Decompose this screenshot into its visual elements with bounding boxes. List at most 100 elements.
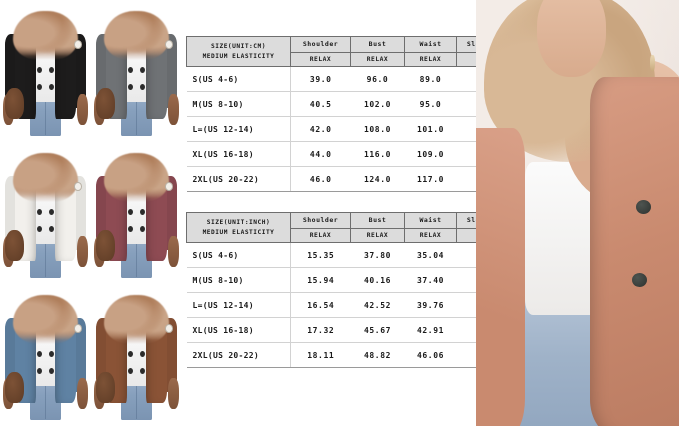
measurement-cell-bust: 116.0 <box>350 141 405 167</box>
model-figure <box>91 0 182 142</box>
thumb-handbag <box>5 230 24 262</box>
size-label-cell: 2XL(US 20-22) <box>186 166 291 192</box>
gray-blazer-thumbnail <box>91 0 182 142</box>
measurement-cell-waist: 95.0 <box>404 91 457 117</box>
thumb-blazer-button <box>128 350 134 357</box>
measurement-cell-waist: 46.06 <box>404 342 457 368</box>
measurement-cell-bust: 45.67 <box>350 317 405 343</box>
measurement-cell-shoulder: 15.94 <box>290 267 351 293</box>
fit-label-shoulder: RELAX <box>290 52 351 67</box>
size-unit-header-line2: MEDIUM ELASTICITY <box>202 52 275 60</box>
thumb-model-hair <box>12 295 79 344</box>
size-label-cell: M(US 8-10) <box>186 91 291 117</box>
thumb-watch <box>73 39 82 49</box>
thumb-watch <box>73 323 82 333</box>
thumb-blazer-button <box>128 66 134 73</box>
fit-label-bust: RELAX <box>350 52 405 67</box>
maroon-blazer-thumbnail <box>91 142 182 284</box>
thumb-hand-right <box>77 235 89 267</box>
measurement-cell-waist: 101.0 <box>404 116 457 142</box>
size-label-cell: L=(US 12-14) <box>186 292 291 318</box>
thumb-hand-right <box>77 93 89 125</box>
model-figure <box>0 284 91 426</box>
thumb-watch <box>73 181 82 191</box>
thumb-hand-right <box>168 235 180 267</box>
measurement-cell-shoulder: 17.32 <box>290 317 351 343</box>
thumb-blazer-button <box>139 350 145 357</box>
size-label-cell: S(US 4-6) <box>186 242 291 268</box>
size-label-cell: XL(US 16-18) <box>186 317 291 343</box>
thumb-handbag <box>5 372 24 404</box>
thumb-handbag <box>96 88 115 120</box>
fit-label-bust: RELAX <box>350 228 405 243</box>
measurement-cell-bust: 102.0 <box>350 91 405 117</box>
measurement-cell-bust: 124.0 <box>350 166 405 192</box>
thumb-hand-right <box>77 377 89 409</box>
black-blazer-thumbnail <box>0 0 91 142</box>
blue-blazer-thumbnail <box>0 284 91 426</box>
fit-label-waist: RELAX <box>404 228 457 243</box>
thumb-model-hair <box>103 295 170 344</box>
column-header-waist: Waist <box>404 36 457 53</box>
size-unit-header-line1: SIZE(UNIT:INCH) <box>206 219 271 227</box>
thumb-model-hair <box>12 11 79 60</box>
measurement-cell-shoulder: 16.54 <box>290 292 351 318</box>
size-label-cell: L=(US 12-14) <box>186 116 291 142</box>
thumb-sleeve-right <box>163 34 178 108</box>
column-header-bust: Bust <box>350 212 405 229</box>
thumb-blazer-button <box>48 367 54 374</box>
color-thumbnail-grid <box>0 0 182 426</box>
thumb-sleeve-right <box>163 176 178 250</box>
column-header-shoulder: Shoulder <box>290 36 351 53</box>
measurement-cell-shoulder: 46.0 <box>290 166 351 192</box>
size-label-cell: 2XL(US 20-22) <box>186 342 291 368</box>
measurement-cell-waist: 117.0 <box>404 166 457 192</box>
thumb-sleeve-right <box>163 318 178 392</box>
thumb-blazer-button <box>37 83 43 90</box>
model-figure <box>91 284 182 426</box>
fit-label-shoulder: RELAX <box>290 228 351 243</box>
thumb-blazer-button <box>37 208 43 215</box>
thumb-hand-right <box>168 93 180 125</box>
thumb-blazer-button <box>37 66 43 73</box>
measurement-cell-bust: 108.0 <box>350 116 405 142</box>
thumb-handbag <box>96 230 115 262</box>
model-figure <box>91 142 182 284</box>
thumb-handbag <box>5 88 24 120</box>
thumb-blazer-button <box>37 350 43 357</box>
brown-blazer-thumbnail <box>91 284 182 426</box>
thumb-blazer-button <box>37 367 43 374</box>
measurement-cell-waist: 109.0 <box>404 141 457 167</box>
thumb-model-hair <box>12 153 79 202</box>
thumb-watch <box>164 39 173 49</box>
pink-blazer-hero-photo <box>476 0 679 426</box>
measurement-cell-shoulder: 15.35 <box>290 242 351 268</box>
model-figure <box>0 0 91 142</box>
measurement-cell-bust: 48.82 <box>350 342 405 368</box>
thumb-handbag <box>96 372 115 404</box>
measurement-cell-shoulder: 44.0 <box>290 141 351 167</box>
measurement-cell-bust: 37.80 <box>350 242 405 268</box>
thumb-blazer-button <box>139 66 145 73</box>
thumb-blazer-button <box>139 208 145 215</box>
column-header-bust: Bust <box>350 36 405 53</box>
thumb-blazer-button <box>139 225 145 232</box>
measurement-cell-shoulder: 39.0 <box>290 66 351 92</box>
thumb-model-hair <box>103 153 170 202</box>
measurement-cell-waist: 35.04 <box>404 242 457 268</box>
size-label-cell: M(US 8-10) <box>186 267 291 293</box>
thumb-blazer-button <box>128 225 134 232</box>
measurement-cell-shoulder: 18.11 <box>290 342 351 368</box>
thumb-blazer-button <box>48 350 54 357</box>
thumb-blazer-button <box>139 83 145 90</box>
size-label-cell: S(US 4-6) <box>186 66 291 92</box>
model-figure <box>0 142 91 284</box>
thumb-sleeve-right <box>72 176 87 250</box>
measurement-cell-waist: 37.40 <box>404 267 457 293</box>
thumb-blazer-button <box>48 83 54 90</box>
thumb-blazer-button <box>48 66 54 73</box>
size-unit-header: SIZE(UNIT:CM) MEDIUM ELASTICITY <box>186 36 291 67</box>
thumb-watch <box>164 323 173 333</box>
hero-blazer-right-panel <box>589 76 679 426</box>
thumb-hand-right <box>168 377 180 409</box>
